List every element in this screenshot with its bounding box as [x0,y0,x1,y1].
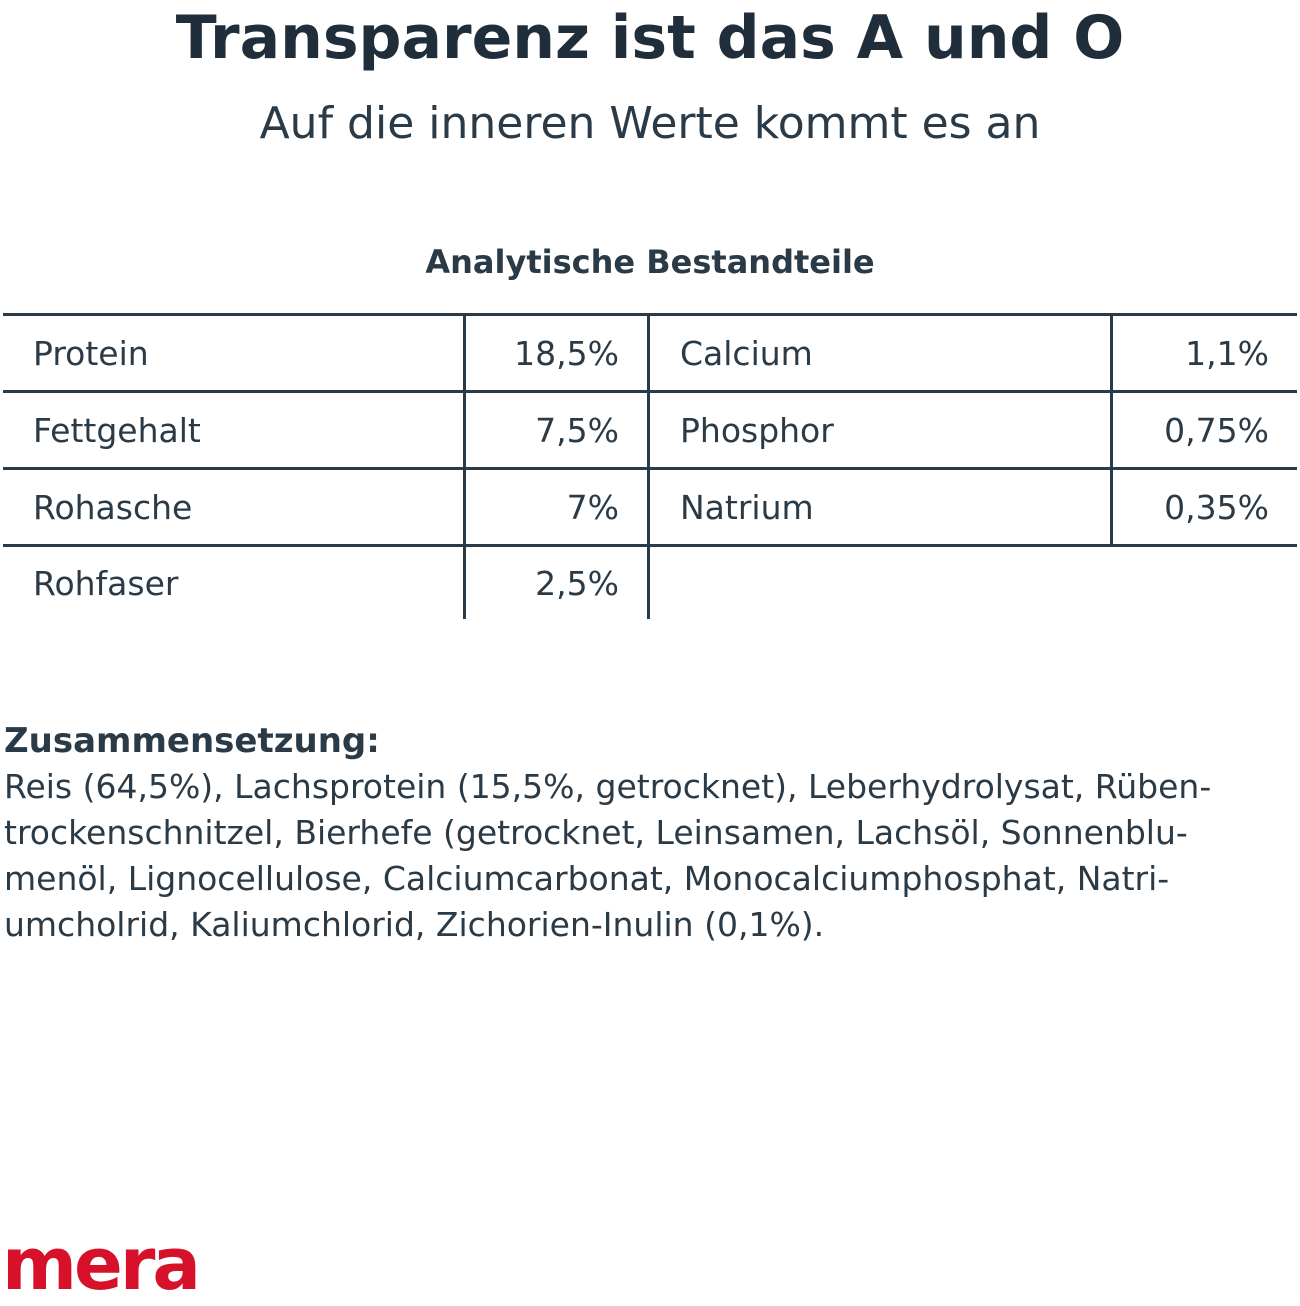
nutrient-label: Rohfaser [3,547,466,619]
nutrient-label: Calcium [650,316,1113,390]
table-row: Protein 18,5% Calcium 1,1% [3,313,1297,393]
nutrient-value: 7,5% [466,393,650,467]
page-title: Transparenz ist das A und O [175,3,1125,73]
table-heading: Analytische Bestandteile [425,243,875,281]
nutrient-label: Rohasche [3,470,466,544]
table-row: Fettgehalt 7,5% Phosphor 0,75% [3,393,1297,470]
composition-section: Zusammensetzung: Reis (64,5%), Lachsprot… [4,718,1294,948]
nutrient-value [1113,547,1297,619]
nutrient-value: 0,35% [1164,487,1269,527]
nutrient-value: 2,5% [466,547,650,619]
brand-logo: mera [2,1222,201,1306]
page-subtitle: Auf die inneren Werte kommt es an [259,98,1041,149]
nutrient-label: Phosphor [650,393,1113,467]
nutrient-label: Protein [3,316,466,390]
nutrient-label [650,547,1113,619]
nutrient-label: Natrium [650,470,1113,544]
nutrient-label: Fettgehalt [3,393,466,467]
table-row: Rohasche 7% Natrium 0,35% [3,470,1297,547]
nutrient-value: 0,75% [1164,410,1269,450]
composition-text: Reis (64,5%), Lachsprotein (15,5%, getro… [4,767,1212,944]
composition-heading: Zusammensetzung: [4,721,380,761]
nutrient-value: 18,5% [466,316,650,390]
nutrient-value: 7% [466,470,650,544]
analysis-table: Protein 18,5% Calcium 1,1% Fettgehalt 7,… [3,313,1297,619]
nutrient-value: 1,1% [1185,333,1269,373]
table-row: Rohfaser 2,5% [3,547,1297,619]
